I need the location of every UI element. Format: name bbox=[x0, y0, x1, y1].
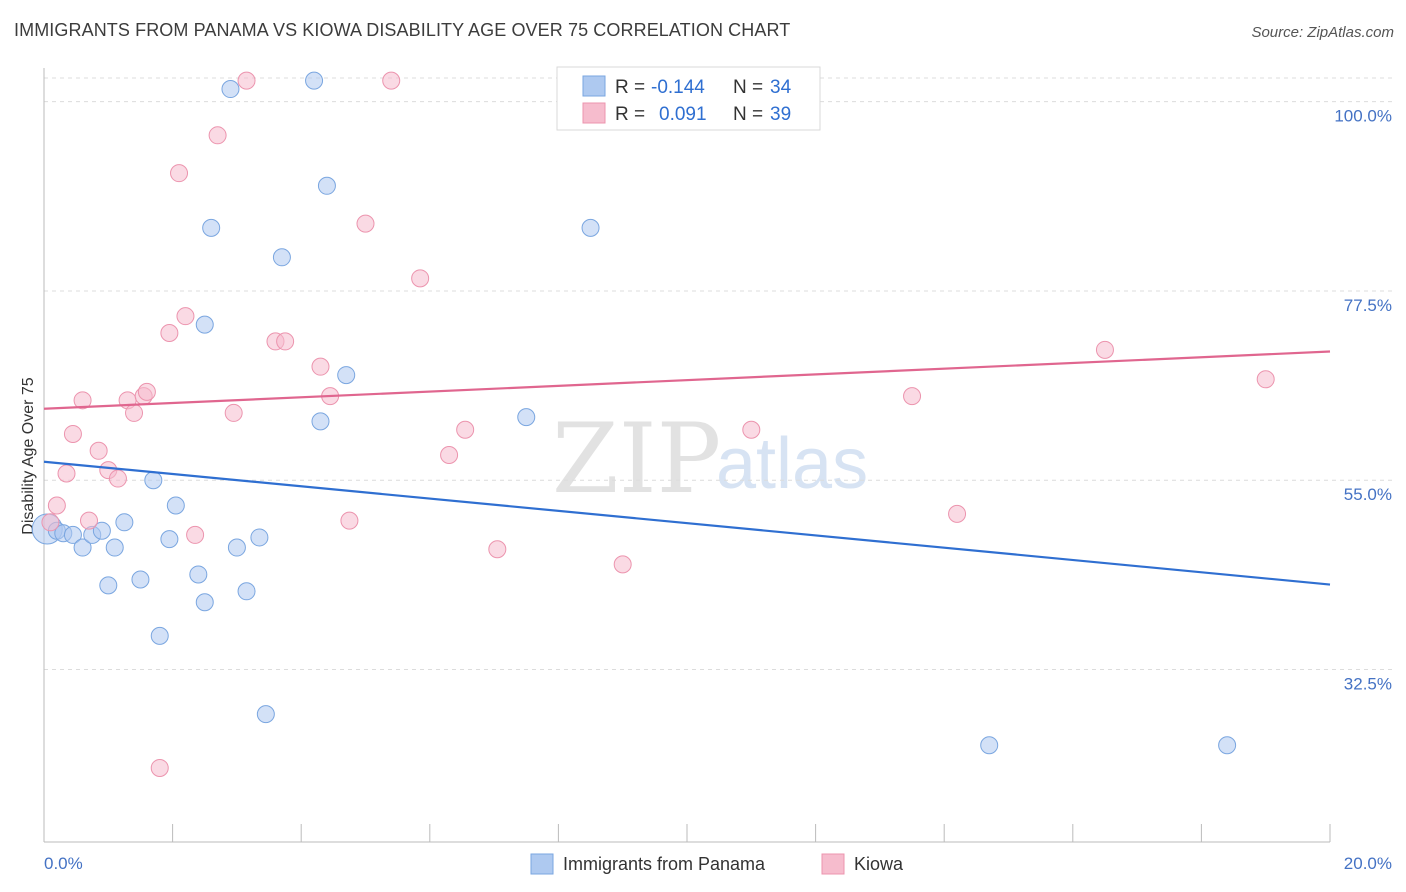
data-point-kiowa bbox=[1256, 370, 1275, 389]
data-points bbox=[31, 71, 1275, 777]
stats-legend: R = -0.144 N = 34 R = 0.091 N = 39 bbox=[556, 66, 821, 131]
y-axis-label: Disability Age Over 75 bbox=[20, 377, 37, 535]
data-point-panama bbox=[305, 71, 324, 90]
data-point-panama bbox=[517, 408, 536, 427]
data-point-kiowa bbox=[176, 307, 195, 326]
trend-line-kiowa bbox=[43, 350, 1331, 410]
data-point-panama bbox=[105, 538, 124, 557]
data-point-kiowa bbox=[440, 446, 459, 464]
data-point-kiowa bbox=[137, 382, 156, 401]
data-point-panama bbox=[115, 513, 134, 532]
data-point-panama bbox=[1218, 736, 1237, 755]
legend-n-label-blue: N = bbox=[733, 77, 763, 98]
legend-r-value-blue: -0.144 bbox=[651, 77, 705, 98]
trend-lines bbox=[43, 350, 1331, 586]
data-point-kiowa bbox=[170, 164, 189, 183]
data-point-kiowa bbox=[57, 464, 76, 483]
data-point-panama bbox=[980, 736, 999, 755]
y-tick-labels: 32.5% 55.0% 77.5% 100.0% bbox=[1334, 107, 1392, 694]
grid-lines bbox=[43, 77, 1392, 842]
x-tick-label-max: 20.0% bbox=[1344, 854, 1392, 873]
data-point-kiowa bbox=[73, 391, 92, 410]
series-legend-label-panama: Immigrants from Panama bbox=[563, 854, 766, 874]
axes bbox=[43, 68, 1330, 843]
data-point-panama bbox=[63, 525, 82, 544]
chart-title: IMMIGRANTS FROM PANAMA VS KIOWA DISABILI… bbox=[14, 20, 791, 40]
data-point-panama bbox=[144, 471, 163, 490]
data-point-kiowa bbox=[742, 420, 761, 439]
data-point-kiowa bbox=[108, 469, 127, 488]
legend-n-label-pink: N = bbox=[733, 104, 763, 125]
data-point-panama bbox=[272, 248, 291, 267]
data-point-kiowa bbox=[63, 424, 82, 443]
data-point-panama bbox=[150, 626, 169, 645]
data-point-panama bbox=[195, 593, 214, 612]
y-tick-label: 32.5% bbox=[1344, 675, 1392, 694]
data-point-panama bbox=[337, 366, 356, 385]
legend-swatch-blue bbox=[582, 75, 606, 97]
data-point-panama bbox=[131, 570, 150, 589]
data-point-panama bbox=[195, 315, 214, 334]
data-point-kiowa bbox=[1095, 340, 1114, 359]
data-point-kiowa bbox=[80, 511, 99, 530]
data-point-panama bbox=[317, 176, 336, 195]
data-point-kiowa bbox=[456, 420, 475, 439]
trend-line-panama bbox=[43, 460, 1331, 586]
data-point-panama bbox=[581, 218, 600, 237]
data-point-kiowa bbox=[125, 403, 144, 422]
y-tick-label: 55.0% bbox=[1344, 485, 1392, 504]
data-point-kiowa bbox=[150, 758, 169, 777]
series-legend-label-kiowa: Kiowa bbox=[854, 854, 904, 874]
data-point-kiowa bbox=[208, 126, 227, 145]
data-point-panama bbox=[237, 582, 256, 601]
data-point-kiowa bbox=[160, 324, 179, 343]
data-point-panama bbox=[99, 576, 118, 595]
data-point-panama bbox=[166, 496, 185, 515]
data-point-panama bbox=[202, 218, 221, 237]
series-legend-swatch-kiowa bbox=[821, 853, 845, 875]
data-point-kiowa bbox=[903, 387, 922, 406]
data-point-kiowa bbox=[948, 504, 967, 523]
data-point-kiowa bbox=[382, 71, 401, 90]
data-point-kiowa bbox=[224, 403, 243, 422]
data-point-panama bbox=[250, 528, 269, 547]
legend-n-value-pink: 39 bbox=[770, 104, 791, 125]
series-legend-swatch-panama bbox=[530, 853, 554, 875]
data-point-panama bbox=[256, 705, 275, 724]
data-point-panama bbox=[221, 80, 240, 99]
legend-r-label-pink: R = bbox=[615, 104, 645, 125]
data-point-kiowa bbox=[89, 441, 108, 460]
data-point-kiowa bbox=[311, 357, 330, 376]
data-point-kiowa bbox=[613, 555, 632, 574]
watermark-atlas: atlas bbox=[716, 424, 868, 504]
legend-r-label-blue: R = bbox=[615, 77, 645, 98]
data-point-panama bbox=[160, 530, 179, 549]
legend-swatch-pink bbox=[582, 102, 606, 124]
data-point-kiowa bbox=[186, 525, 205, 544]
data-point-kiowa bbox=[47, 496, 66, 515]
data-point-panama bbox=[73, 538, 92, 557]
x-tick-labels: 0.0% 20.0% bbox=[44, 854, 1392, 873]
y-tick-label: 77.5% bbox=[1344, 296, 1392, 315]
data-point-panama bbox=[311, 412, 330, 431]
legend-r-value-pink: 0.091 bbox=[659, 104, 707, 125]
y-tick-label: 100.0% bbox=[1334, 107, 1392, 126]
data-point-kiowa bbox=[356, 214, 375, 233]
data-point-panama bbox=[189, 565, 208, 584]
data-point-kiowa bbox=[488, 540, 507, 559]
data-point-kiowa bbox=[411, 269, 430, 288]
data-point-panama bbox=[227, 538, 246, 557]
data-point-kiowa bbox=[340, 511, 359, 530]
chart-source: Source: ZipAtlas.com bbox=[1251, 24, 1394, 41]
series-legend: Immigrants from Panama Kiowa bbox=[530, 853, 904, 875]
data-point-panama bbox=[92, 521, 111, 540]
x-tick-label-min: 0.0% bbox=[44, 854, 83, 873]
watermark-zip: ZIP bbox=[552, 403, 721, 515]
legend-n-value-blue: 34 bbox=[770, 77, 792, 98]
data-point-kiowa bbox=[276, 332, 295, 351]
data-point-kiowa bbox=[41, 513, 60, 532]
data-point-kiowa bbox=[237, 71, 256, 90]
